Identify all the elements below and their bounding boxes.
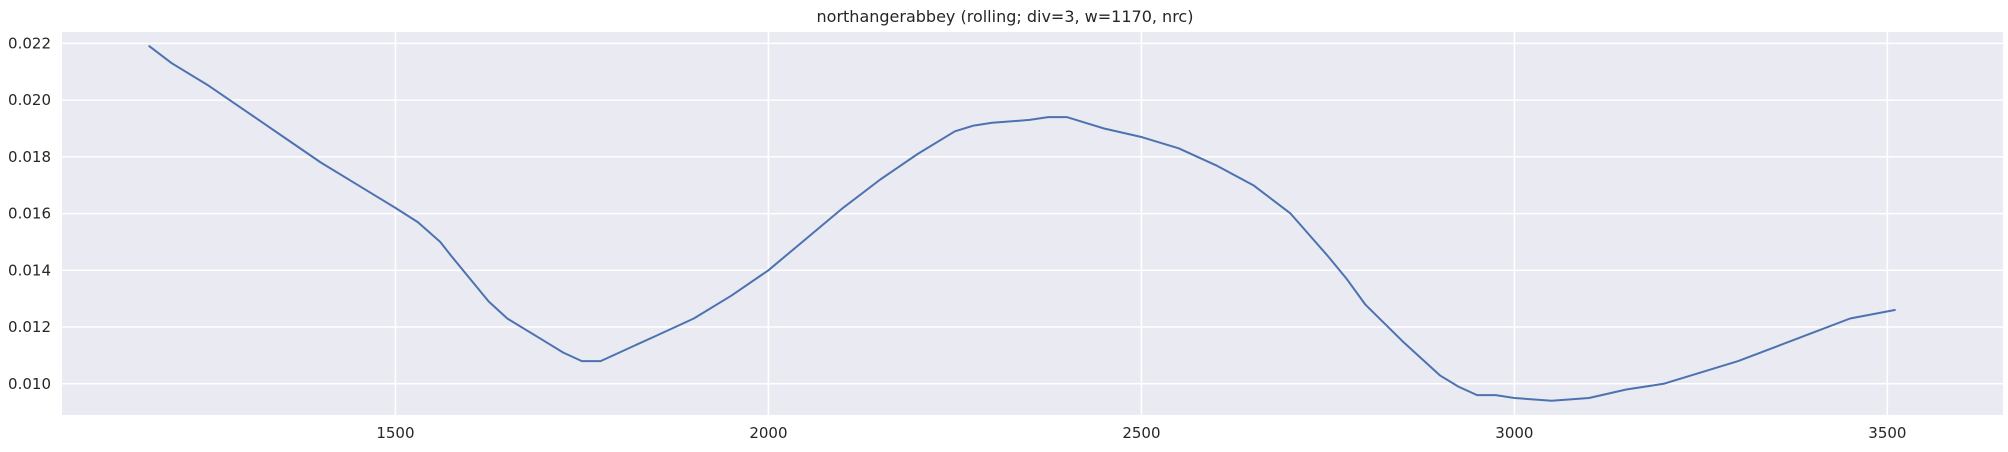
series-layer — [148, 45, 1896, 402]
y-tick-label: 0.010 — [8, 375, 51, 393]
y-tick-label: 0.012 — [8, 318, 51, 336]
y-tick-label: 0.022 — [8, 34, 51, 52]
y-tick-label: 0.020 — [8, 91, 51, 109]
grid-lines — [62, 32, 2003, 415]
x-tick-label: 2500 — [1122, 424, 1160, 442]
y-tick-label: 0.018 — [8, 148, 51, 166]
x-tick-label: 3500 — [1868, 424, 1906, 442]
series-line — [148, 45, 1896, 402]
x-tick-label: 3000 — [1495, 424, 1533, 442]
plot-area — [62, 32, 2003, 415]
y-tick-label: 0.014 — [8, 261, 51, 279]
y-tick-label: 0.016 — [8, 205, 51, 223]
x-tick-label: 2000 — [749, 424, 787, 442]
chart-title: northangerabbey (rolling; div=3, w=1170,… — [817, 7, 1194, 26]
x-tick-label: 1500 — [376, 424, 414, 442]
tick-labels: 1500 2000 2500 3000 3500 0.010 0.012 0.014 0.016… — [8, 34, 1906, 442]
